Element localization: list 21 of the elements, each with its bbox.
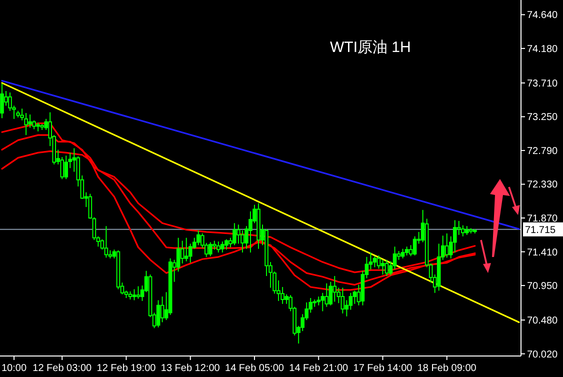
y-tick-label: 74.640 [527,10,558,22]
y-tick-label: 73.710 [527,78,558,90]
y-tick-label: 74.180 [527,44,558,55]
y-tick-label: 70.950 [527,281,558,292]
y-tick-label: 72.790 [527,146,558,157]
x-tick-label: 12 Feb 03:00 [32,363,92,374]
y-tick-label: 71.870 [527,214,558,225]
y-tick-label: 72.330 [527,180,558,191]
x-tick-label: 14 Feb 05:00 [225,363,284,374]
y-tick-label: 70.020 [527,349,558,360]
x-tick-label: 10:00 [2,363,27,374]
x-tick-label: 13 Feb 12:00 [160,363,220,374]
x-tick-label: 18 Feb 09:00 [417,363,477,374]
y-tick-label: 70.480 [527,316,558,327]
x-tick-label: 17 Feb 14:00 [353,363,413,374]
y-tick-label: 73.250 [527,112,558,124]
y-tick-label: 71.410 [527,247,558,258]
x-tick-label: 12 Feb 19:00 [96,363,156,374]
text: WTI原油 1H [330,39,411,56]
x-tick-label: 14 Feb 21:00 [289,363,349,374]
ref-line-label: 71.715 [525,224,556,236]
